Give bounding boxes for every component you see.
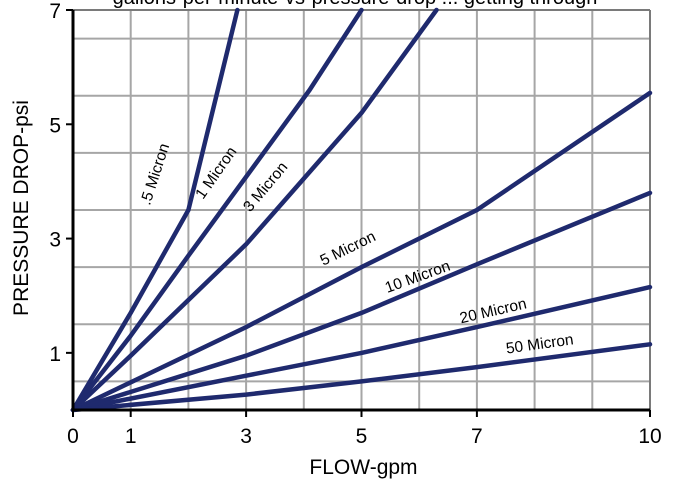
x-tick-label: 10	[638, 425, 661, 448]
y-tick-label: 3	[49, 229, 61, 252]
y-tick-label: 1	[49, 343, 61, 366]
x-tick-label: 3	[240, 425, 252, 448]
x-axis-title: FLOW-gpm	[309, 456, 417, 479]
x-tick-label: 7	[471, 425, 483, 448]
x-tick-label: 1	[125, 425, 137, 448]
grid	[73, 9, 651, 410]
x-tick-label: 0	[67, 425, 79, 448]
series-line	[70, 7, 240, 413]
series-label: 3 Micron	[240, 159, 291, 215]
x-tick-label: 5	[356, 425, 368, 448]
axes	[66, 9, 651, 417]
series-line	[70, 7, 364, 413]
series-lines	[70, 7, 653, 413]
series-line	[70, 7, 439, 413]
y-tick-label: 7	[49, 0, 61, 23]
series-line	[70, 342, 653, 413]
series-line	[70, 190, 653, 413]
series-line	[70, 90, 653, 413]
y-tick-label: 5	[49, 114, 61, 137]
series-line	[70, 284, 653, 413]
chart-title: gallons-per-minute-vs-pressure-drop ... …	[113, 0, 598, 9]
y-axis-title: PRESSURE DROP-psi	[10, 100, 33, 316]
series-label: .5 Micron	[137, 141, 173, 207]
